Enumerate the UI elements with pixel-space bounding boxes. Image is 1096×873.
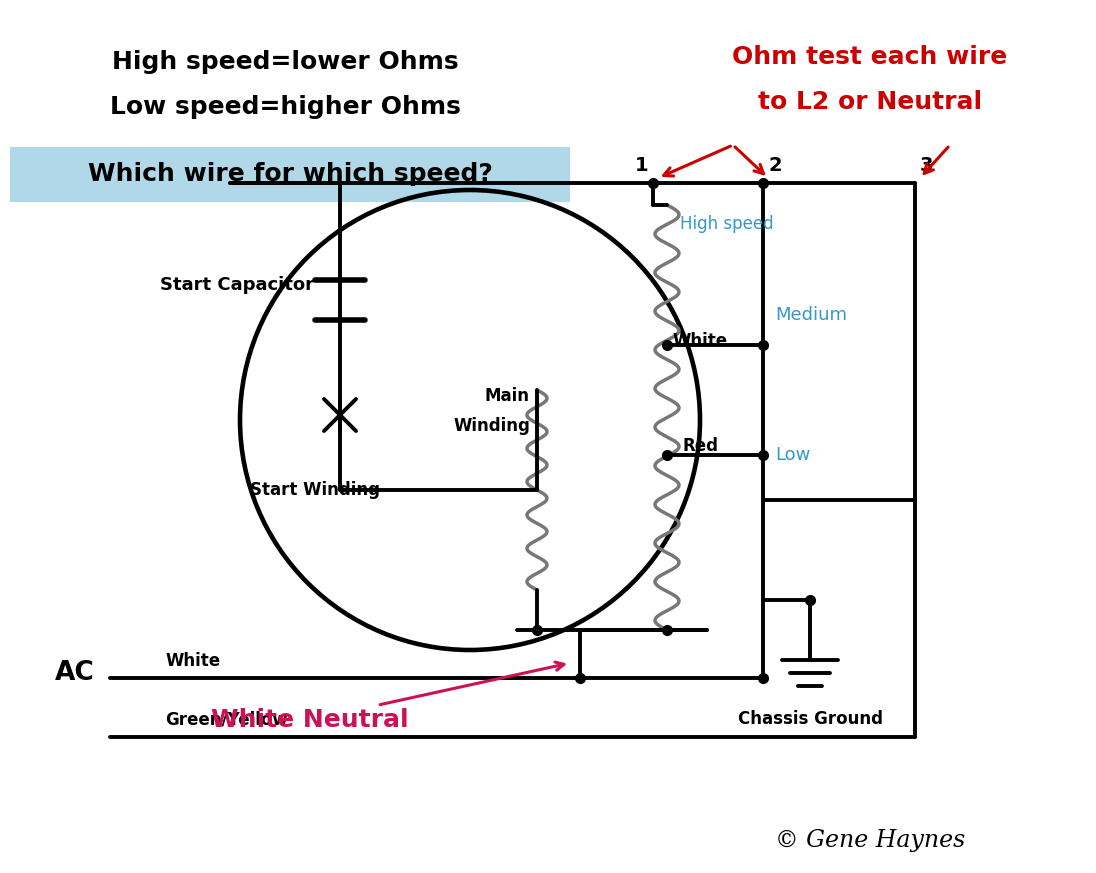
Text: 3: 3: [920, 156, 934, 175]
Text: 1: 1: [635, 156, 648, 175]
Text: Chassis Ground: Chassis Ground: [738, 710, 882, 728]
FancyBboxPatch shape: [10, 147, 570, 202]
Text: White: White: [165, 652, 220, 670]
Text: Red: Red: [682, 437, 718, 455]
Text: Ohm test each wire: Ohm test each wire: [732, 45, 1007, 69]
Text: Start Winding: Start Winding: [250, 481, 380, 499]
Text: Low: Low: [775, 446, 810, 464]
Text: Main: Main: [486, 387, 530, 405]
Text: Start Capacitor: Start Capacitor: [160, 276, 313, 294]
Text: © Gene Haynes: © Gene Haynes: [775, 828, 966, 851]
Text: White: White: [673, 332, 728, 350]
Text: High speed=lower Ohms: High speed=lower Ohms: [112, 50, 458, 74]
Text: Which wire for which speed?: Which wire for which speed?: [88, 162, 492, 186]
Text: Green/Yellow: Green/Yellow: [165, 711, 288, 729]
Text: AC: AC: [55, 660, 94, 686]
Text: White Neutral: White Neutral: [212, 662, 564, 732]
Text: Low speed=higher Ohms: Low speed=higher Ohms: [110, 95, 460, 119]
Text: Winding: Winding: [453, 417, 530, 435]
Text: High speed: High speed: [680, 215, 774, 233]
Text: Medium: Medium: [775, 306, 847, 324]
Text: to L2 or Neutral: to L2 or Neutral: [758, 90, 982, 114]
Text: 2: 2: [768, 156, 781, 175]
